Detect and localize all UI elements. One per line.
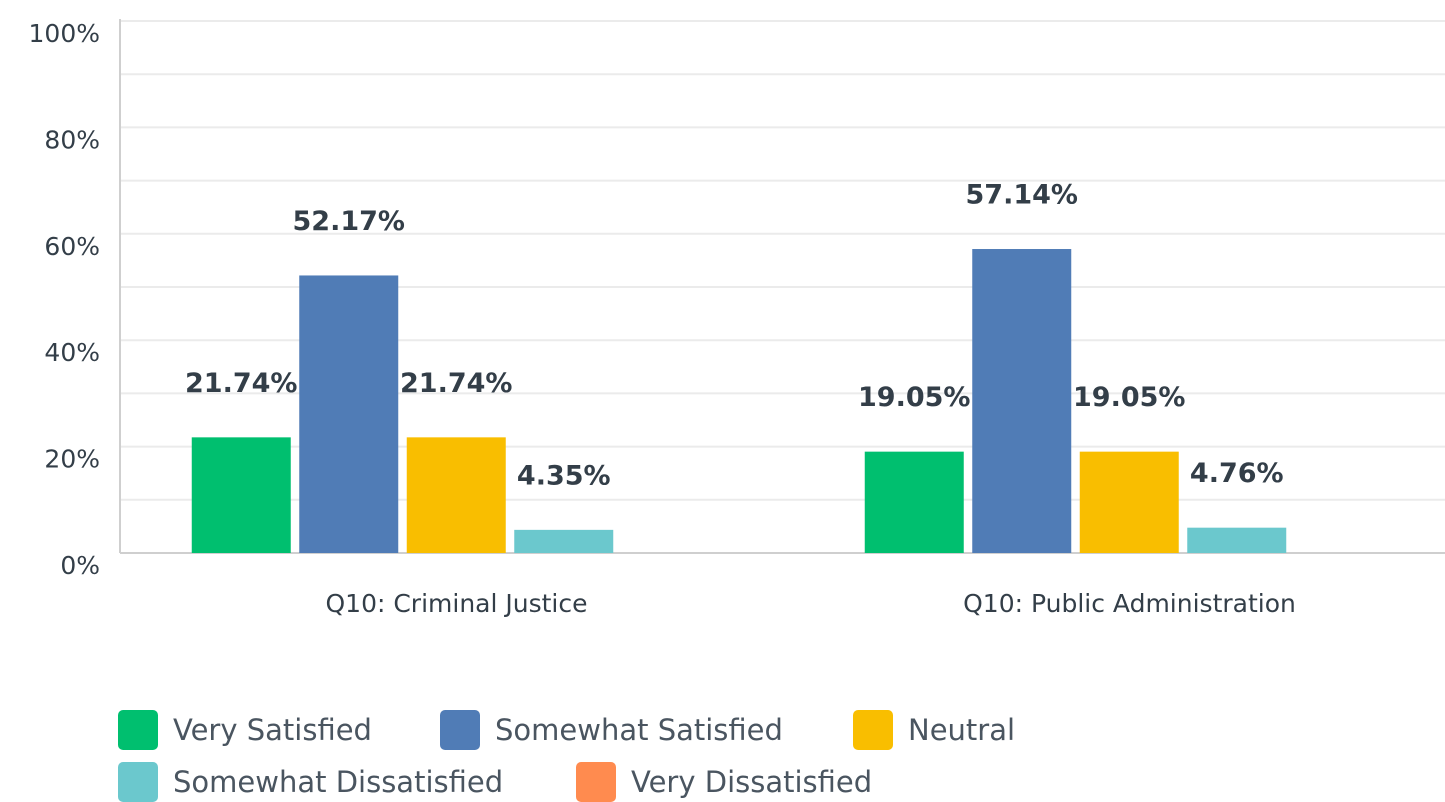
y-tick-label: 100% [29,19,100,48]
bar [972,249,1072,553]
value-label: 21.74% [185,368,297,399]
x-tick-label: Q10: Criminal Justice [325,589,587,618]
value-label: 52.17% [293,206,405,237]
y-tick-label: 40% [44,338,100,367]
bar [406,437,506,553]
legend-label: Somewhat Dissatisfied [173,765,503,799]
bar [1187,527,1287,553]
legend-label: Somewhat Satisfied [495,713,783,747]
value-label: 57.14% [966,180,1078,211]
bar [864,451,964,553]
bar [1079,451,1179,553]
legend-swatch [118,762,158,802]
value-label: 21.74% [400,368,512,399]
value-label: 4.35% [517,460,611,491]
y-tick-label: 0% [60,551,100,580]
legend-swatch [440,710,480,750]
x-tick-label: Q10: Public Administration [963,589,1296,618]
value-label: 4.76% [1190,458,1284,489]
legend-label: Very Satisfied [173,713,372,747]
legend-swatch [118,710,158,750]
y-tick-label: 80% [44,125,100,154]
legend-label: Very Dissatisfied [631,765,872,799]
bar [299,275,399,553]
bar [191,437,291,553]
bar [514,529,614,553]
y-tick-label: 60% [44,232,100,261]
legend-swatch [576,762,616,802]
legend-swatch [853,710,893,750]
value-label: 19.05% [858,382,970,413]
y-tick-label: 20% [44,445,100,474]
legend-label: Neutral [908,713,1015,747]
value-label: 19.05% [1073,382,1185,413]
